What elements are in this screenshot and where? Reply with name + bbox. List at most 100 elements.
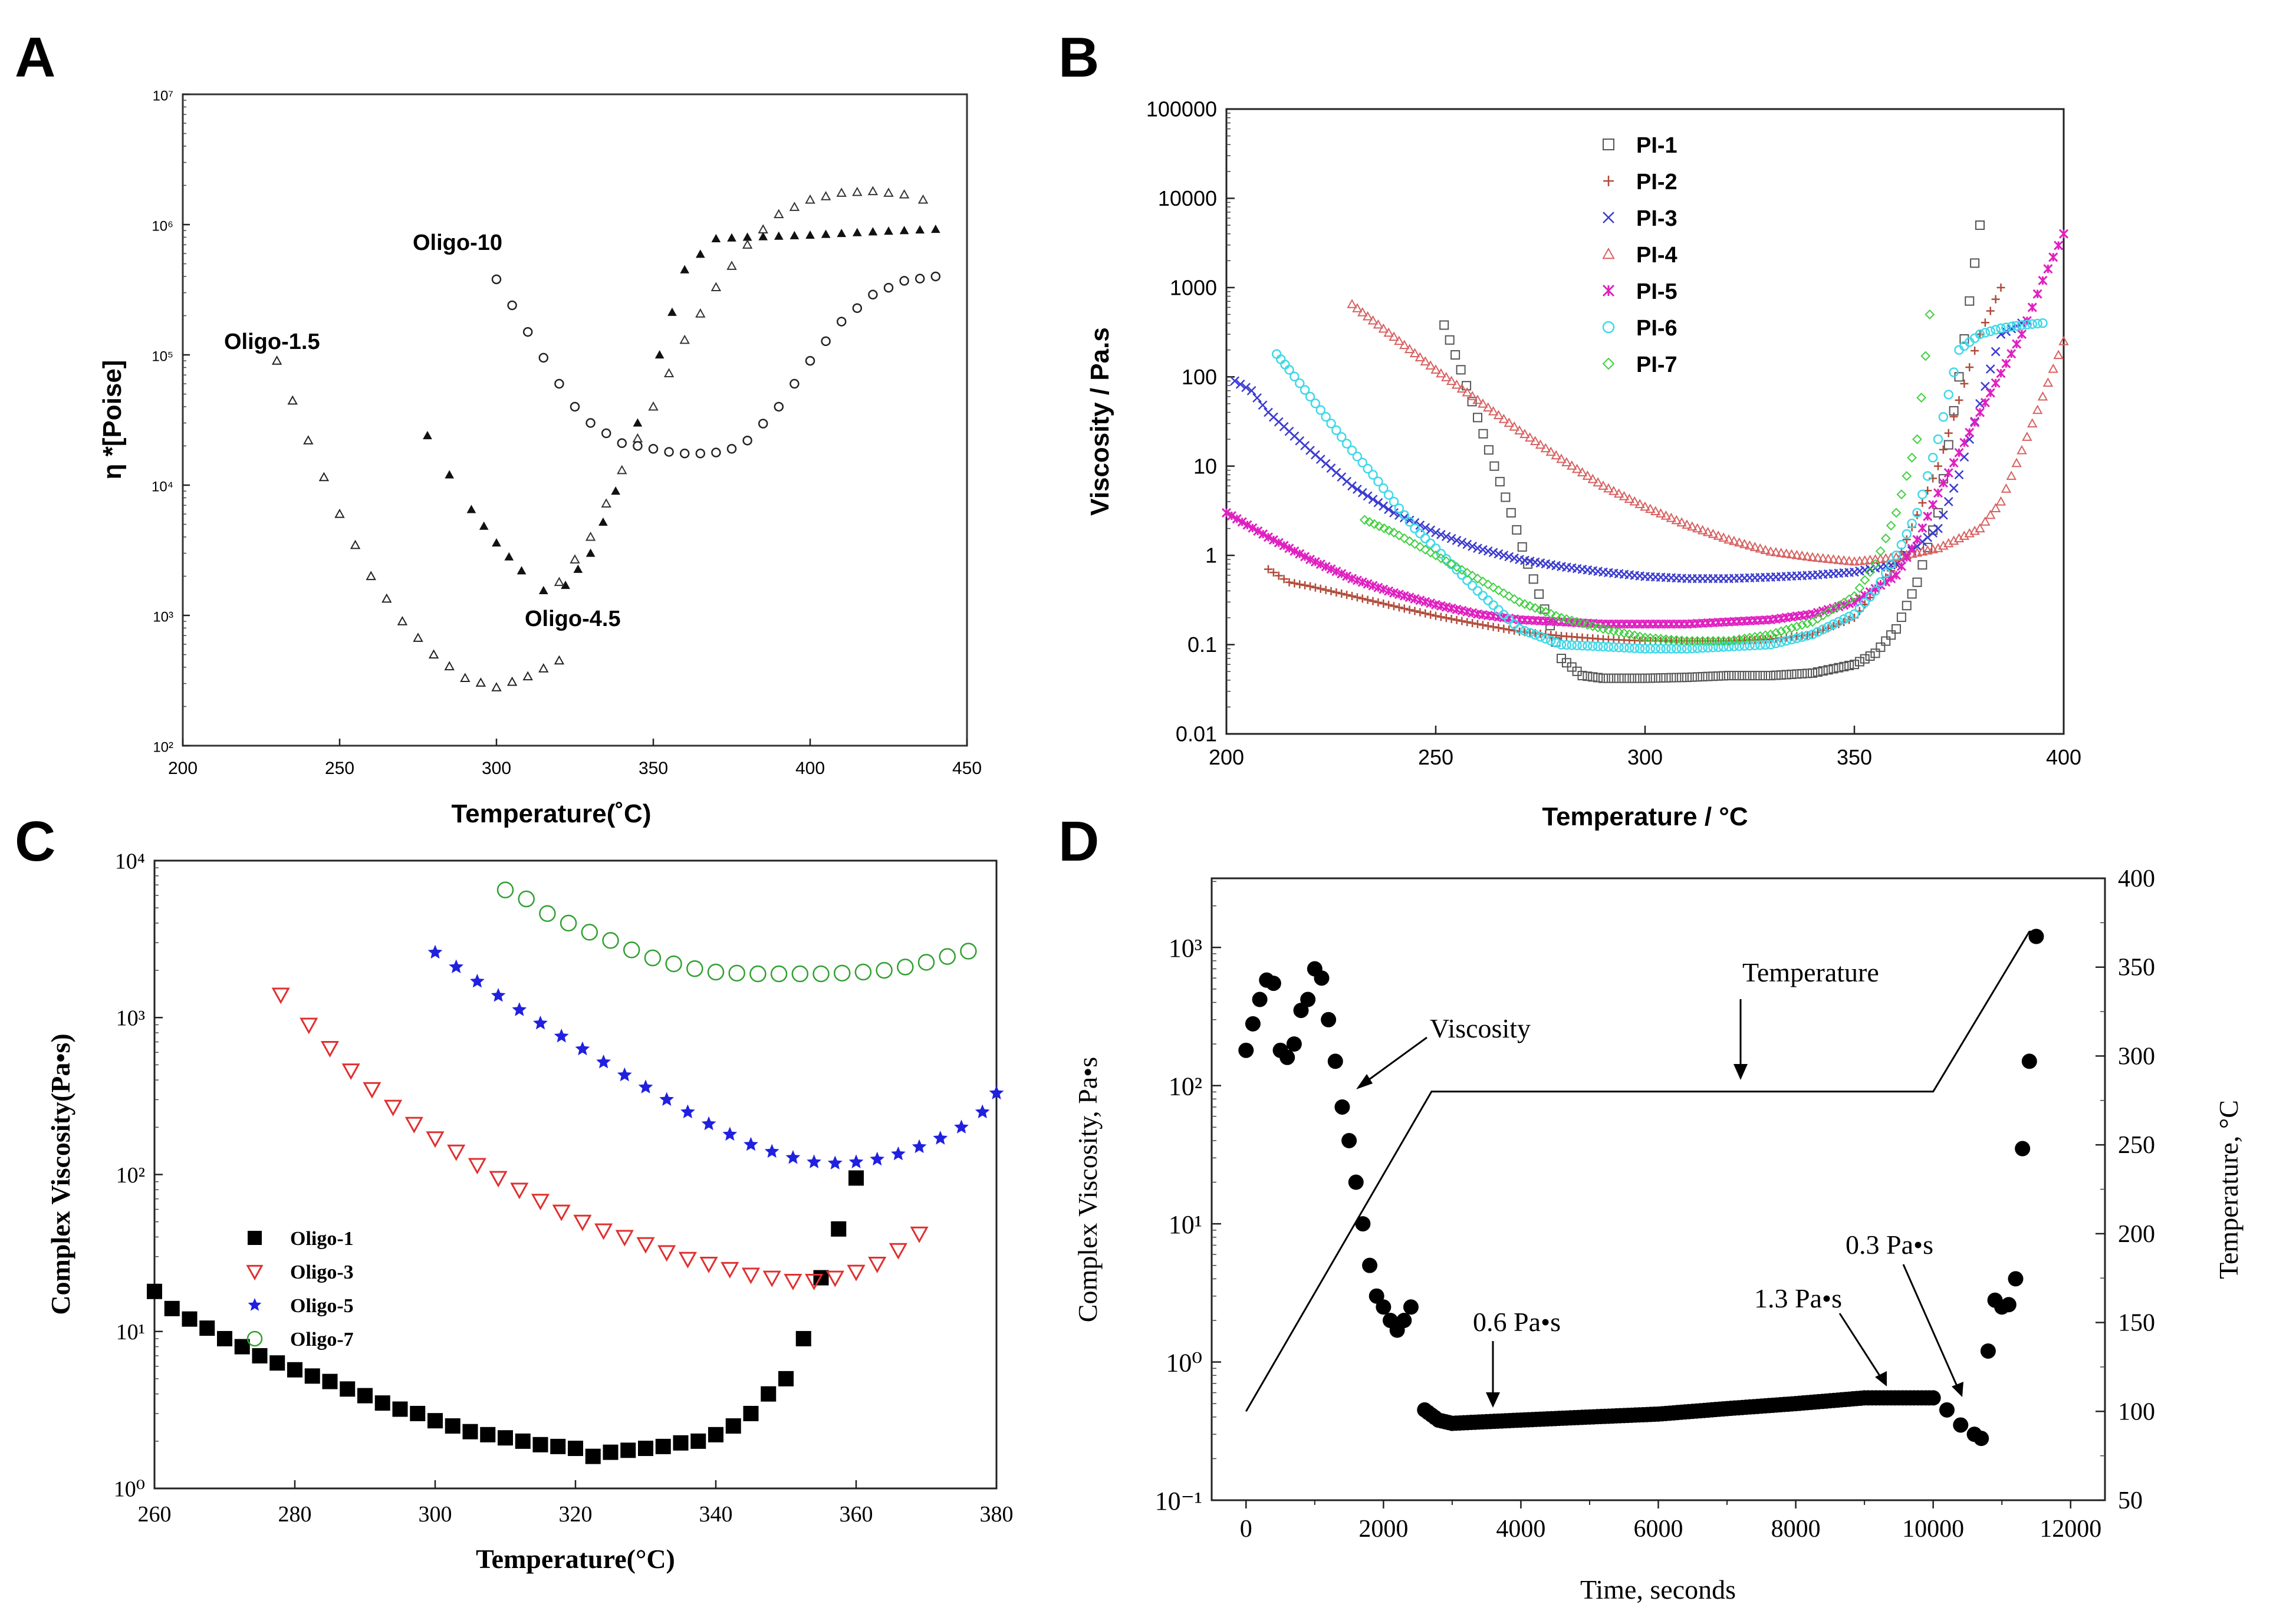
data-point	[1326, 419, 1336, 429]
data-point	[304, 1368, 320, 1384]
data-point	[636, 1237, 655, 1254]
data-point	[889, 1243, 907, 1260]
data-point	[1723, 641, 1734, 652]
data-point	[1404, 536, 1415, 546]
data-point	[1347, 481, 1357, 491]
data-point	[912, 1139, 927, 1154]
data-point	[1640, 673, 1650, 683]
data-point	[1399, 513, 1409, 523]
data-point	[1409, 348, 1420, 358]
data-point	[1938, 478, 1948, 488]
data-point	[789, 202, 800, 211]
data-point	[1358, 594, 1367, 603]
data-point	[1327, 1053, 1343, 1069]
data-point	[1949, 483, 1959, 493]
y-tick-label: 10²	[116, 1163, 145, 1188]
data-point	[1613, 488, 1624, 498]
x-tick-label: 10000	[1902, 1516, 1964, 1543]
data-point	[1462, 568, 1472, 578]
data-point	[1624, 643, 1634, 653]
data-point	[1509, 421, 1519, 431]
data-point	[1718, 642, 1729, 652]
data-point	[381, 593, 392, 603]
data-point	[1687, 521, 1698, 531]
data-point	[1933, 508, 1943, 518]
data-point	[1854, 583, 1865, 594]
data-point	[1860, 654, 1870, 664]
data-point	[1315, 405, 1325, 415]
data-point	[1399, 340, 1410, 350]
data-point	[570, 401, 580, 412]
data-marks-a	[271, 186, 941, 691]
legend-marker-pi-6	[1602, 321, 1615, 334]
data-point	[710, 282, 722, 292]
data-point	[1849, 591, 1860, 601]
data-point	[1985, 509, 1996, 519]
data-point	[1238, 1042, 1254, 1058]
data-point	[833, 964, 851, 982]
data-point	[1902, 535, 1911, 544]
data-point	[1265, 976, 1281, 991]
data-point	[883, 187, 894, 197]
data-point	[1561, 614, 1572, 624]
data-point	[1682, 519, 1692, 529]
data-point	[1441, 556, 1452, 566]
data-point	[1645, 503, 1656, 513]
data-point	[867, 186, 879, 196]
data-marks-d	[1238, 928, 2044, 1447]
data-point	[1421, 609, 1430, 618]
data-point	[1357, 577, 1367, 587]
data-point	[1494, 549, 1504, 559]
data-point	[1368, 495, 1378, 504]
data-point	[1512, 525, 1522, 535]
data-point	[1661, 673, 1671, 683]
data-point	[1854, 603, 1865, 614]
data-point	[1771, 638, 1781, 648]
data-point	[1456, 383, 1468, 393]
data-point	[1483, 621, 1492, 630]
data-point	[1457, 570, 1467, 580]
data-point	[623, 941, 640, 958]
data-point	[1912, 508, 1922, 518]
data-point	[1912, 434, 1922, 444]
data-point	[868, 227, 878, 236]
x-tick-label: 0	[1240, 1516, 1252, 1543]
data-point	[1687, 672, 1697, 682]
legend-label: Oligo-5	[290, 1295, 354, 1317]
data-point	[1334, 1099, 1350, 1115]
data-point	[648, 401, 659, 411]
data-point	[1540, 443, 1551, 453]
data-point	[2012, 339, 2022, 349]
x-tick-label: 300	[419, 1502, 452, 1527]
y-tick-label: 10⁷	[153, 88, 173, 104]
data-point	[489, 1171, 508, 1188]
data-point	[1640, 501, 1650, 511]
data-point	[1321, 1012, 1337, 1027]
data-point	[554, 577, 565, 587]
data-point	[1478, 591, 1488, 601]
data-point	[1724, 671, 1733, 681]
data-point	[1933, 434, 1943, 444]
data-point	[1253, 526, 1263, 536]
data-point	[1425, 547, 1436, 558]
data-point	[1588, 641, 1598, 651]
data-point	[479, 521, 489, 530]
data-point	[910, 1226, 929, 1243]
data-point	[707, 963, 725, 981]
data-point	[742, 232, 752, 241]
data-point	[1864, 555, 1876, 564]
data-point	[1561, 457, 1572, 467]
data-point	[1896, 539, 1907, 550]
data-point	[1650, 644, 1660, 654]
annotation-1-3: 1.3 Pa•s	[1754, 1283, 1842, 1313]
data-point	[1315, 559, 1325, 569]
data-point	[1436, 529, 1446, 539]
data-point	[538, 585, 548, 595]
data-point	[1426, 610, 1435, 619]
data-point	[917, 194, 929, 204]
data-point	[531, 1194, 550, 1211]
data-point	[1310, 398, 1321, 409]
data-point	[790, 230, 800, 239]
y-tick-label: 10⁴	[115, 849, 145, 874]
data-point	[1802, 631, 1813, 641]
